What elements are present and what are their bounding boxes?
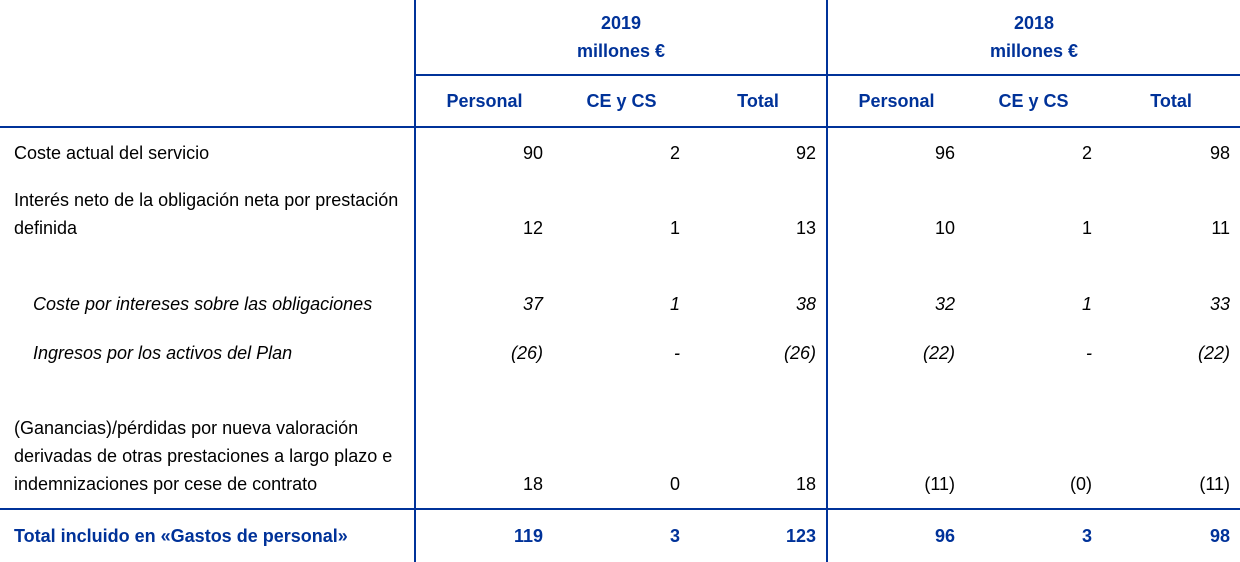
year: 2018 — [1014, 13, 1055, 33]
unit: millones € — [990, 41, 1079, 61]
total-row: Total incluido en «Gastos de personal» 11… — [0, 508, 1240, 562]
cell-value: 37 — [414, 252, 553, 328]
group-header: 2019 millones € — [413, 0, 828, 76]
header-row: 2019 millones € 2018 millones € — [0, 0, 1240, 76]
table-row: (Ganancias)/pérdidas por nueva valoració… — [0, 377, 1240, 509]
cell-value: - — [674, 343, 680, 363]
cell-value: 13 — [796, 218, 817, 238]
cell-value: 0 — [669, 474, 680, 494]
cell-value: - — [1086, 343, 1093, 363]
year: 2019 — [600, 13, 642, 33]
cell-value: 1 — [669, 294, 680, 314]
cell-value: 10 — [826, 177, 966, 252]
cell-value: (26) — [414, 328, 553, 377]
cell-value: (26) — [784, 343, 817, 363]
cell-value: (22) — [826, 328, 966, 377]
cell-value: 2 — [669, 143, 680, 163]
total-value: 119 — [414, 508, 553, 562]
cell-value: 1 — [1082, 294, 1093, 314]
corner-cell — [0, 75, 415, 128]
cell-value: 32 — [826, 252, 966, 328]
total-value: 123 — [690, 508, 828, 562]
row-label: Ingresos por los activos del Plan — [33, 343, 293, 363]
table-row: Interés neto de la obligación neta por p… — [0, 177, 1240, 252]
cell-value: 18 — [414, 377, 553, 509]
cell-value: 18 — [796, 474, 817, 494]
cell-value: 11 — [1211, 218, 1231, 238]
total-value: 3 — [553, 508, 690, 562]
cell-value: 38 — [796, 294, 817, 314]
row-label: (Ganancias)/pérdidas por nueva valoració… — [14, 418, 393, 494]
row-label: Coste actual del servicio — [14, 143, 210, 163]
corner-cell — [0, 0, 415, 75]
column-header: CE y CS — [553, 75, 690, 128]
row-label: Interés neto de la obligación neta por p… — [14, 190, 399, 238]
column-header: Total — [1102, 75, 1240, 128]
table-row: Coste actual del servicio 90 2 92 96 2 98 — [0, 127, 1240, 177]
column-header: Personal — [414, 75, 553, 128]
table-row: Ingresos por los activos del Plan (26) - (2… — [0, 328, 1240, 377]
cell-value: 2 — [1082, 143, 1093, 163]
cell-value: 96 — [826, 127, 966, 177]
row-label: Coste por intereses sobre las obligacion… — [33, 294, 373, 314]
cell-value: (0) — [1070, 474, 1093, 494]
cell-value: (11) — [1199, 474, 1231, 494]
column-header: Total — [690, 75, 828, 128]
header-row: Personal CE y CS Total Personal CE y CS Total — [0, 75, 1240, 128]
cell-value: 12 — [414, 177, 553, 252]
cell-value: (11) — [826, 377, 966, 509]
total-label: Total incluido en «Gastos de personal» — [0, 508, 415, 562]
column-header: CE y CS — [965, 75, 1103, 128]
cell-value: 90 — [414, 127, 553, 177]
cell-value: 1 — [1082, 218, 1093, 238]
cell-value: (22) — [1198, 343, 1231, 363]
total-value: 3 — [965, 508, 1103, 562]
cell-value: 33 — [1210, 294, 1231, 314]
total-value: 98 — [1102, 508, 1240, 562]
table-row: Coste por intereses sobre las obligacion… — [0, 252, 1240, 328]
cell-value: 1 — [669, 218, 680, 238]
total-value: 96 — [826, 508, 966, 562]
cell-value: 92 — [796, 143, 817, 163]
group-header: 2018 millones € — [826, 0, 1240, 76]
column-header: Personal — [826, 75, 966, 128]
unit: millones € — [577, 41, 666, 61]
cell-value: 98 — [1210, 143, 1231, 163]
